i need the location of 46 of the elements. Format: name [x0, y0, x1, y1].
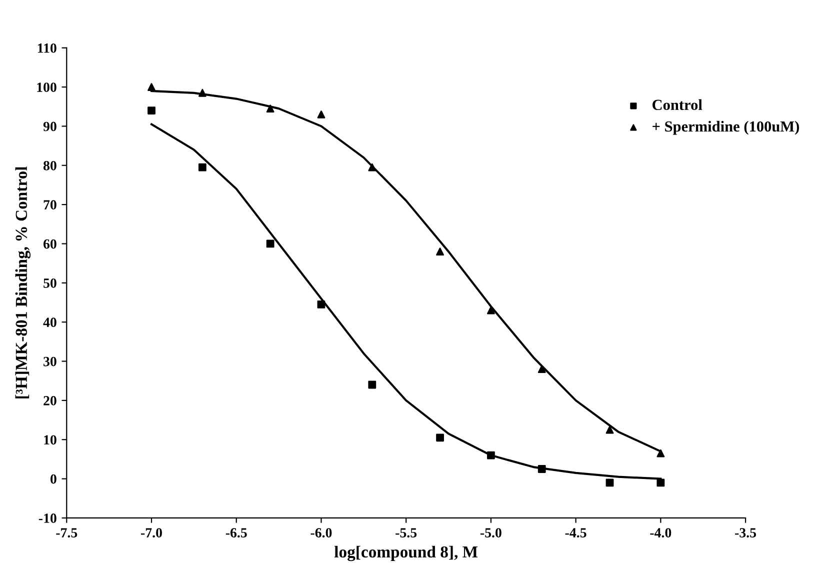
- y-tick-label: 10: [44, 435, 56, 445]
- point: [317, 110, 326, 118]
- y-tick-label: 60: [44, 239, 56, 249]
- y-tick-label: 0: [50, 474, 56, 484]
- point: [538, 465, 546, 473]
- point: [368, 163, 376, 172]
- y-tick-label: 70: [44, 200, 56, 210]
- point: [317, 300, 326, 308]
- y-tick-label: 50: [44, 278, 56, 288]
- point: [656, 449, 665, 458]
- x-tick-label: -3.5: [735, 528, 756, 538]
- point: [148, 106, 156, 114]
- x-tick-label: -7.5: [56, 528, 78, 538]
- point: [148, 83, 156, 91]
- point: [487, 306, 495, 314]
- y-tick-label: 110: [38, 43, 56, 53]
- x-tick-label: -6.0: [310, 528, 332, 538]
- point: [436, 248, 444, 256]
- point: [266, 104, 274, 113]
- legend-label: Control: [652, 99, 702, 110]
- y-axis-title: [³H]MK-801 Binding, % Control: [15, 166, 31, 398]
- x-axis-title: log[compound 8], M: [334, 546, 478, 562]
- y-tick-label: 100: [37, 82, 56, 92]
- x-tick-label: -6.5: [226, 528, 247, 538]
- point: [606, 478, 614, 487]
- x-tick-label: -5.0: [480, 528, 502, 538]
- legend-label: + Spermidine (100uM): [652, 120, 800, 135]
- y-tick-label: 30: [44, 356, 56, 366]
- x-tick-label: -7.0: [141, 528, 162, 538]
- x-tick-label: -5.5: [396, 528, 417, 538]
- point: [266, 240, 274, 248]
- y-tick-label: 40: [43, 318, 56, 328]
- point: [538, 365, 546, 374]
- point: [198, 88, 206, 97]
- y-tick-label: 20: [44, 396, 56, 406]
- point: [656, 478, 665, 487]
- point: [198, 163, 206, 172]
- point: [487, 451, 495, 460]
- point: [368, 380, 376, 389]
- y-tick-label: 90: [43, 122, 56, 132]
- x-tick-label: -4.0: [650, 528, 672, 538]
- y-tick-label: -10: [38, 514, 56, 523]
- point: [606, 426, 614, 434]
- y-tick-label: 80: [43, 160, 56, 170]
- point: [436, 434, 444, 442]
- x-tick-label: -4.5: [565, 528, 586, 538]
